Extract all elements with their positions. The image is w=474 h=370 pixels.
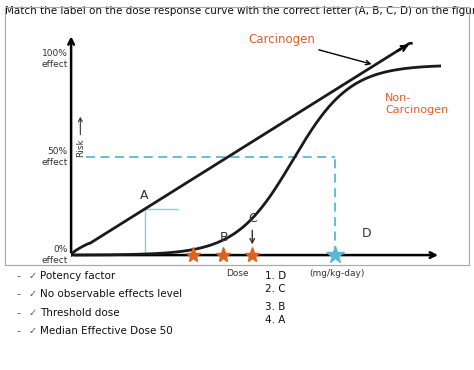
Text: 100%
effect: 100% effect — [41, 49, 67, 69]
Text: Median Effective Dose 50: Median Effective Dose 50 — [40, 326, 173, 336]
Text: ✓: ✓ — [28, 270, 36, 281]
Text: No observable effects level: No observable effects level — [40, 289, 182, 299]
Text: (mg/kg-day): (mg/kg-day) — [310, 269, 365, 278]
Text: Threshold dose: Threshold dose — [40, 307, 120, 318]
Text: -: - — [17, 289, 20, 299]
Text: Match the label on the dose response curve with the correct letter (A, B, C, D) : Match the label on the dose response cur… — [5, 6, 474, 16]
Text: Non-
Carcinogen: Non- Carcinogen — [385, 93, 448, 115]
Text: D: D — [361, 228, 371, 240]
Text: 1. D: 1. D — [265, 270, 287, 281]
Text: B: B — [220, 231, 229, 244]
Text: 0%
effect: 0% effect — [41, 245, 67, 265]
Text: ✓: ✓ — [28, 289, 36, 299]
Text: Potency factor: Potency factor — [40, 270, 116, 281]
Text: -: - — [17, 270, 20, 281]
Text: 2. C: 2. C — [265, 283, 286, 294]
Text: 3. B: 3. B — [265, 302, 286, 312]
Text: Risk: Risk — [76, 138, 85, 157]
Text: -: - — [17, 307, 20, 318]
Text: Carcinogen: Carcinogen — [248, 33, 370, 65]
Text: A: A — [139, 189, 148, 202]
Text: -: - — [17, 326, 20, 336]
Text: C: C — [248, 212, 256, 243]
Text: ✓: ✓ — [28, 326, 36, 336]
Text: ✓: ✓ — [28, 307, 36, 318]
Text: Dose: Dose — [227, 269, 249, 278]
Text: 4. A: 4. A — [265, 315, 286, 325]
Text: 50%
effect: 50% effect — [41, 147, 67, 167]
